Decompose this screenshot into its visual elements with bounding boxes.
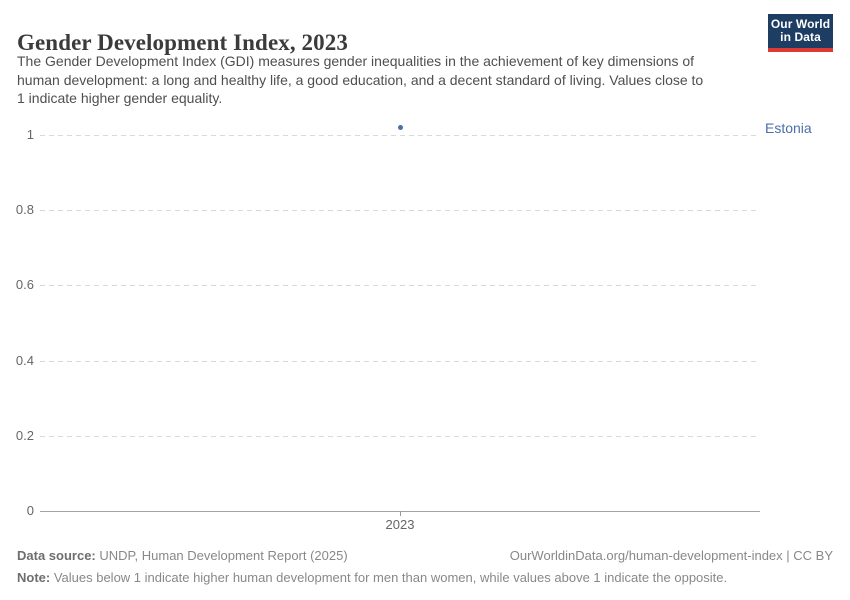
- x-axis-tick-label: 2023: [385, 517, 415, 532]
- y-axis-tick-label: 0.4: [15, 352, 34, 368]
- chart-footer: Data source: UNDP, Human Development Rep…: [17, 548, 833, 585]
- entity-label-estonia[interactable]: Estonia: [765, 120, 812, 137]
- subtitle-line: 1 indicate higher gender equality.: [17, 90, 223, 106]
- subtitle-line: human development: a long and healthy li…: [17, 71, 704, 88]
- y-axis-tick-label: 0.6: [15, 277, 34, 293]
- y-axis-tick-label: 1: [26, 127, 34, 142]
- note-line: Note: Values below 1 indicate higher hum…: [17, 570, 833, 585]
- note-value: Values below 1 indicate higher human dev…: [50, 570, 728, 585]
- y-axis-tick-label: 0.8: [15, 202, 34, 218]
- owid-logo-line2: in Data: [780, 30, 821, 44]
- data-source-label: Data source:: [17, 548, 96, 563]
- gridline: [40, 135, 760, 136]
- subtitle-line: The Gender Development Index (GDI) measu…: [17, 53, 695, 69]
- y-axis-tick-label: 0: [26, 503, 34, 518]
- citation-link[interactable]: OurWorldinData.org/human-development-ind…: [509, 548, 833, 563]
- owid-logo[interactable]: Our World in Data: [768, 14, 833, 52]
- data-source-line: Data source: UNDP, Human Development Rep…: [17, 548, 348, 563]
- gridline: [40, 210, 760, 212]
- x-axis-tick: [400, 511, 401, 516]
- data-point-estonia[interactable]: [397, 124, 403, 130]
- page-title: Gender Development Index, 2023: [17, 30, 348, 56]
- gridline: [40, 285, 760, 287]
- gridline: [40, 435, 760, 437]
- data-source-value: UNDP, Human Development Report (2025): [95, 548, 348, 563]
- gridline: [40, 360, 760, 362]
- y-axis-tick-label: 0.2: [15, 427, 34, 443]
- chart-subtitle: The Gender Development Index (GDI) measu…: [17, 52, 757, 108]
- note-label: Note:: [17, 570, 51, 585]
- owid-logo-line1: Our World: [770, 16, 831, 31]
